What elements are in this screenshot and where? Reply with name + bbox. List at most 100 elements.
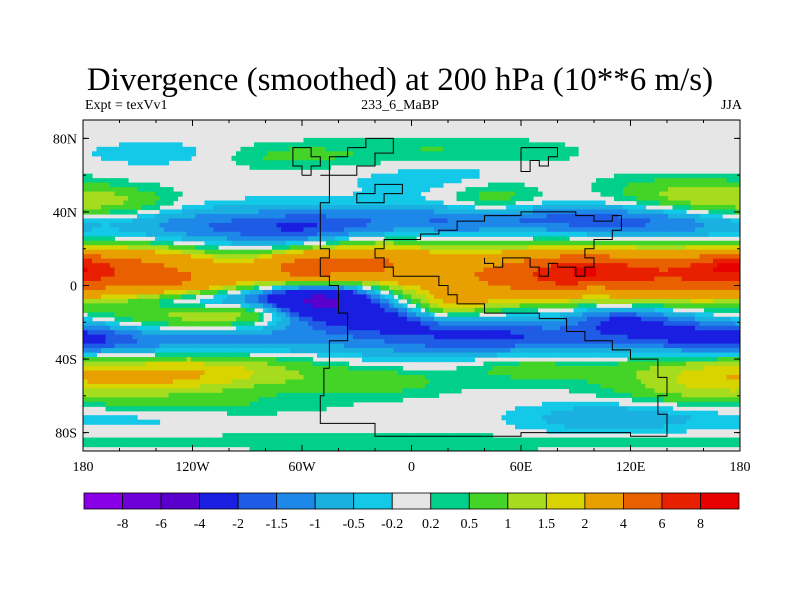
- field-cell: [443, 298, 449, 304]
- field-cell: [731, 289, 737, 296]
- field-cell: [254, 294, 260, 300]
- field-cell: [425, 281, 431, 287]
- field-cell: [452, 231, 458, 237]
- field-cell: [83, 196, 89, 202]
- field-cell: [348, 267, 354, 273]
- field-cell: [182, 209, 188, 215]
- field-cell: [213, 289, 219, 296]
- field-cell: [326, 330, 332, 336]
- field-cell: [173, 151, 179, 157]
- field-cell: [582, 209, 588, 215]
- field-cell: [227, 240, 233, 246]
- field-cell: [249, 330, 255, 336]
- field-cell: [578, 200, 584, 206]
- field-cell: [186, 276, 192, 282]
- field-cell: [735, 258, 740, 264]
- field-cell: [452, 276, 458, 282]
- field-cell: [141, 240, 147, 246]
- field-cell: [587, 254, 593, 260]
- field-cell: [393, 196, 399, 202]
- field-cell: [362, 155, 368, 161]
- field-cell: [596, 245, 602, 251]
- field-cell: [587, 321, 593, 327]
- field-cell: [510, 285, 516, 291]
- field-cell: [308, 213, 314, 219]
- field-cell: [119, 307, 125, 313]
- field-cell: [159, 231, 165, 237]
- field-cell: [452, 240, 458, 246]
- field-cell: [267, 146, 273, 152]
- field-cell: [272, 164, 278, 170]
- field-cell: [425, 155, 431, 161]
- field-cell: [380, 218, 386, 224]
- field-cell: [213, 209, 219, 215]
- field-cell: [497, 222, 503, 228]
- field-cell: [596, 285, 602, 291]
- field-cell: [641, 258, 647, 264]
- field-cell: [461, 146, 467, 152]
- field-cell: [398, 312, 404, 318]
- field-cell: [731, 218, 737, 224]
- field-cell: [663, 263, 669, 269]
- field-cell: [186, 236, 192, 242]
- field-cell: [141, 312, 147, 318]
- field-cell: [114, 191, 120, 197]
- field-cell: [159, 289, 165, 296]
- field-cell: [240, 307, 246, 313]
- field-cell: [245, 213, 251, 219]
- field-cell: [380, 281, 386, 287]
- field-cell: [132, 155, 138, 161]
- field-cell: [218, 289, 224, 296]
- field-cell: [735, 285, 740, 291]
- field-cell: [92, 285, 98, 291]
- field-cell: [344, 281, 350, 287]
- field-cell: [519, 227, 525, 233]
- field-cell: [272, 222, 278, 228]
- field-cell: [479, 209, 485, 215]
- field-cell: [632, 312, 638, 318]
- field-cell: [636, 209, 642, 215]
- field-cell: [141, 213, 147, 219]
- field-cell: [281, 164, 287, 170]
- field-cell: [83, 187, 89, 193]
- field-cell: [425, 303, 431, 309]
- field-cell: [249, 316, 255, 322]
- field-cell: [506, 307, 512, 313]
- field-cell: [641, 245, 647, 251]
- field-cell: [555, 263, 561, 269]
- field-cell: [681, 303, 687, 309]
- field-cell: [528, 312, 534, 318]
- field-cell: [150, 160, 156, 166]
- field-cell: [492, 245, 498, 251]
- field-cell: [636, 173, 642, 179]
- field-cell: [501, 155, 507, 161]
- field-cell: [137, 294, 143, 300]
- field-cell: [285, 263, 291, 269]
- field-cell: [672, 267, 678, 273]
- field-cell: [263, 281, 269, 287]
- field-cell: [344, 312, 350, 318]
- field-cell: [650, 222, 656, 228]
- field-cell: [627, 191, 633, 197]
- field-cell: [249, 258, 255, 264]
- field-cell: [119, 240, 125, 246]
- field-cell: [411, 218, 417, 224]
- field-cell: [380, 272, 386, 278]
- field-cell: [497, 289, 503, 296]
- field-cell: [240, 155, 246, 161]
- field-cell: [150, 213, 156, 219]
- field-cell: [110, 285, 116, 291]
- field-cell: [281, 196, 287, 202]
- field-cell: [533, 240, 539, 246]
- field-cell: [101, 187, 107, 193]
- field-cell: [281, 263, 287, 269]
- field-cell: [357, 182, 363, 188]
- field-cell: [479, 285, 485, 291]
- field-cell: [101, 155, 107, 161]
- field-cell: [614, 276, 620, 282]
- field-cell: [384, 245, 390, 251]
- field-cell: [398, 321, 404, 327]
- field-cell: [528, 272, 534, 278]
- field-cell: [672, 240, 678, 246]
- field-cell: [614, 178, 620, 184]
